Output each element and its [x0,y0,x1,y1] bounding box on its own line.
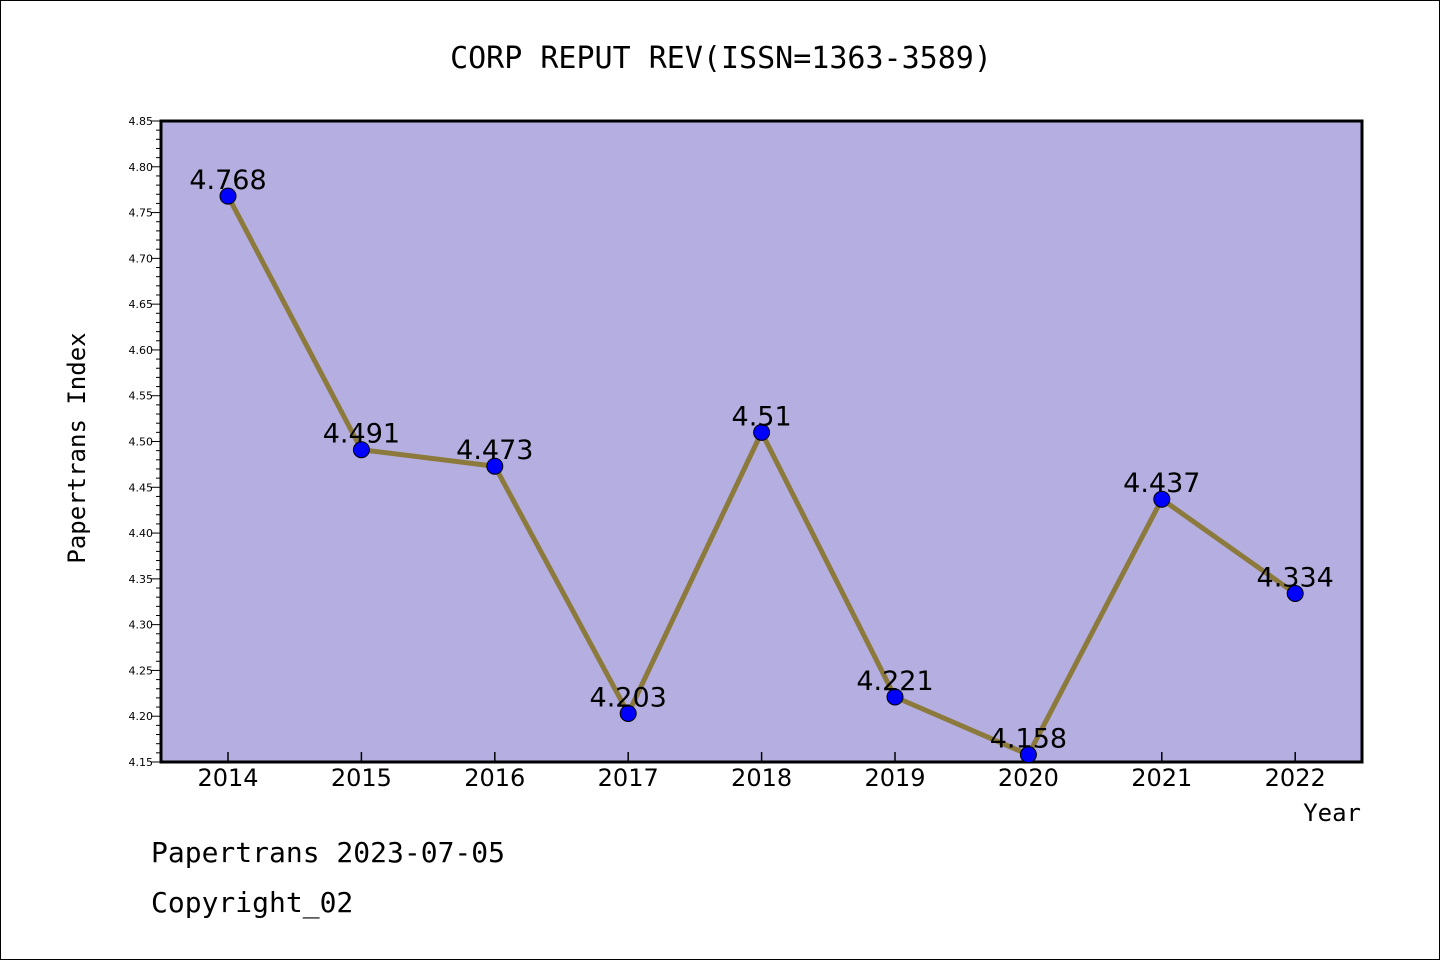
data-point [886,688,904,706]
data-label: 4.437 [1123,468,1200,499]
y-tick-label: 4.25 [129,664,154,677]
x-tick-label: 2021 [1131,764,1192,792]
data-label: 4.203 [590,682,667,713]
data-label: 4.491 [323,419,400,450]
x-tick-label: 2020 [998,764,1059,792]
x-tick-label: 2016 [464,764,525,792]
data-point [619,704,637,722]
data-label: 4.158 [990,724,1067,755]
x-axis-label: Year [1303,799,1361,827]
y-tick-label: 4.55 [129,390,154,403]
y-tick-label: 4.80 [129,161,154,174]
y-tick-label: 4.50 [129,436,154,449]
data-label-group: 4.768 4.491 4.473 4.203 4.51 4.221 4.158 4.437 4… [189,165,1333,755]
footer-date: Papertrans 2023-07-05 [151,836,506,869]
data-point [219,187,237,205]
y-tick-label: 4.85 [129,115,154,128]
data-label: 4.334 [1257,563,1334,594]
y-tick-label: 4.65 [129,298,154,311]
data-label: 4.221 [856,666,933,697]
x-tick-label: 2022 [1265,764,1326,792]
data-point [1019,746,1037,764]
x-tick-label: 2018 [731,764,792,792]
y-tick-label: 4.70 [129,252,154,265]
y-tick-label: 4.30 [129,619,154,632]
x-tick-label: 2014 [197,764,258,792]
x-tick-label: 2017 [598,764,659,792]
y-axis: 4.15 4.20 4.25 4.30 4.35 4.40 4.45 4.50 4.55 4.60… [129,115,161,769]
y-tick-label: 4.20 [129,710,154,723]
x-axis: 2014 2015 2016 2017 2018 2019 2020 2021 2022 [197,752,1326,792]
y-tick-label: 4.60 [129,344,154,357]
chart-title: CORP REPUT REV(ISSN=1363-3589) [450,41,992,76]
data-point [1153,490,1171,508]
x-tick-label: 2019 [864,764,925,792]
y-tick-label: 4.75 [129,207,154,220]
y-tick-label: 4.40 [129,527,154,540]
y-axis-label: Papertrans Index [63,332,91,563]
x-tick-label: 2015 [331,764,392,792]
data-point [486,457,504,475]
data-point [1286,585,1304,603]
footer-copyright: Copyright_02 [151,886,354,919]
series-line-group [219,187,1304,764]
data-label: 4.51 [732,401,792,432]
y-tick-label: 4.35 [129,573,154,586]
y-tick-label: 4.45 [129,481,154,494]
data-point [753,423,771,441]
data-point [352,441,370,459]
data-label: 4.768 [189,165,266,196]
y-tick-label: 4.15 [129,756,154,769]
data-label: 4.473 [456,435,533,466]
